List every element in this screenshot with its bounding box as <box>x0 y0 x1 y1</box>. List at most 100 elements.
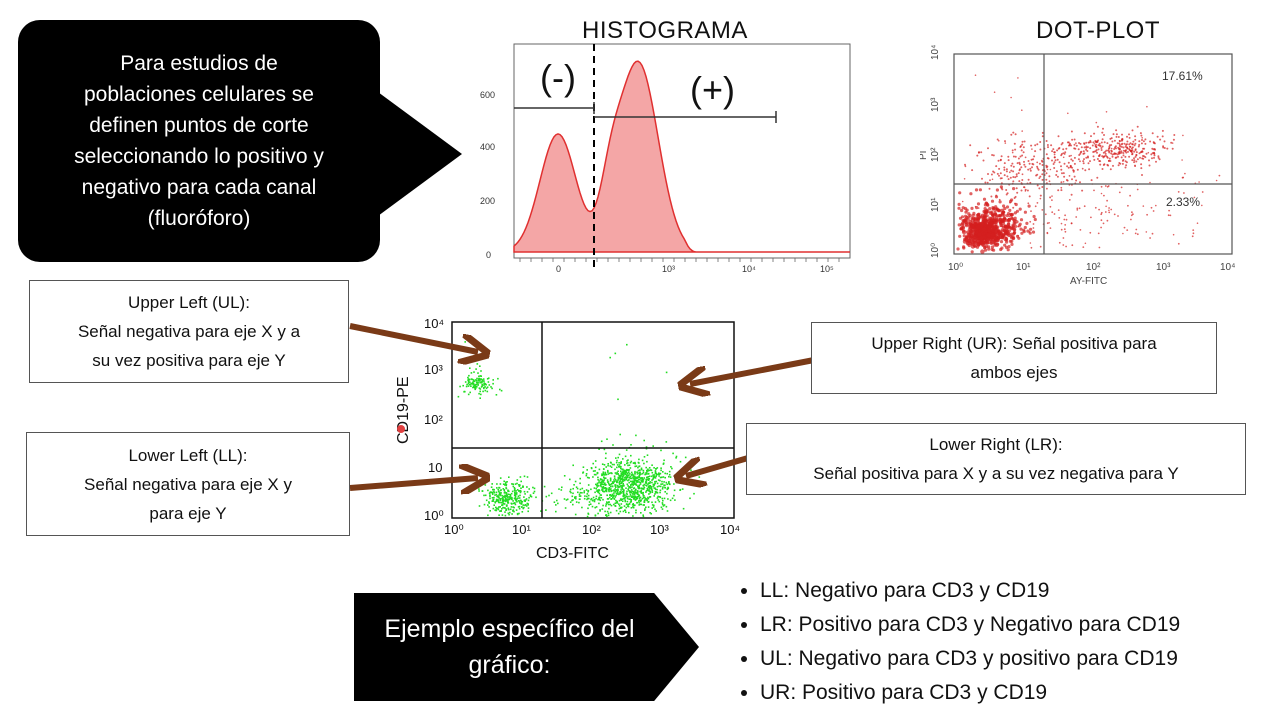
dotplot-point <box>1011 162 1014 165</box>
dotplot-point <box>1128 145 1131 148</box>
quadrant-point <box>680 477 683 479</box>
dotplot-point <box>979 215 983 219</box>
quadrant-point <box>650 469 653 472</box>
dotplot-point <box>969 144 972 147</box>
quadrant-point <box>651 488 653 491</box>
dotplot-point <box>967 215 971 219</box>
dotplot-point <box>1139 156 1141 159</box>
quadrant-point <box>594 491 596 494</box>
dotplot-point <box>1118 142 1121 145</box>
quadrant-point <box>515 499 517 501</box>
dotplot-point <box>1115 133 1118 136</box>
dotplot-point <box>1133 144 1136 147</box>
hist-x-tick: 10⁵ <box>820 264 834 274</box>
quadrant-point <box>575 496 577 498</box>
dotplot-point <box>1038 177 1041 180</box>
quadrant-point <box>610 466 613 468</box>
quadrant-point <box>608 490 610 493</box>
quadrant-point <box>651 491 654 493</box>
quadrant-point <box>677 478 679 481</box>
quadrant-point <box>638 501 640 504</box>
dotplot-point <box>1134 148 1137 151</box>
quadrant-point <box>499 477 502 479</box>
quadrant-point <box>652 474 654 476</box>
quadrant-point <box>574 480 577 483</box>
dotplot-point <box>1075 144 1078 147</box>
dotplot-point <box>1099 145 1102 147</box>
dotplot-point <box>1100 147 1103 149</box>
dotplot-point <box>1104 211 1107 213</box>
quadrant-point <box>663 504 666 506</box>
quadrant-point <box>467 385 470 387</box>
quadrant-point <box>649 485 651 487</box>
quadrant-point <box>633 497 636 500</box>
quadrant-point <box>628 511 630 514</box>
quadrant-point <box>621 468 623 470</box>
quadrant-point <box>601 481 604 483</box>
quadrant-point <box>626 496 629 498</box>
quadrant-point <box>636 490 639 492</box>
quadrant-point <box>508 508 510 511</box>
quadrant-point <box>572 464 574 467</box>
dotplot-point <box>1155 160 1157 163</box>
quadrant-point <box>497 500 499 502</box>
quadrant-point <box>618 465 620 468</box>
note-lower-right: Lower Right (LR): Señal positiva para X … <box>746 423 1246 495</box>
quadrant-point <box>615 461 618 464</box>
dot-y-tick: 10² <box>930 147 941 162</box>
quadrant-point <box>600 481 603 484</box>
quadrant-point <box>620 477 622 480</box>
quadrant-point <box>533 490 536 493</box>
quadrant-point <box>620 492 623 494</box>
dotplot-point <box>1100 141 1103 144</box>
dotplot-point <box>1061 172 1063 175</box>
quadrant-point <box>586 498 588 501</box>
quadrant-point <box>504 482 507 485</box>
quadrant-point <box>619 498 622 500</box>
quadrant-point <box>646 499 648 502</box>
quadrant-point <box>617 473 619 475</box>
dotplot-point <box>1064 224 1067 226</box>
quadrant-point <box>578 498 581 500</box>
quadrant-point <box>643 486 646 489</box>
quadrant-point <box>617 478 620 480</box>
quadrant-point <box>604 482 606 484</box>
quadrant-point <box>608 489 610 492</box>
quadrant-point <box>650 512 652 515</box>
dotplot-point <box>958 191 962 195</box>
quadrant-point <box>634 472 636 474</box>
note-upper-right: Upper Right (UR): Señal positiva para am… <box>811 322 1217 394</box>
dotplot-point <box>1031 166 1033 169</box>
quadrant-point <box>495 394 498 396</box>
quadrant-point <box>611 493 614 496</box>
quadrant-point <box>515 509 518 511</box>
quadrant-point <box>654 488 657 491</box>
quadrant-point <box>636 473 639 475</box>
quadrant-point <box>503 495 506 498</box>
quadrant-points <box>457 341 701 518</box>
quadrant-point <box>628 495 630 498</box>
dotplot-point <box>1031 230 1036 234</box>
dotplot-point <box>993 221 997 225</box>
dotplot-point <box>1116 142 1119 145</box>
quadrant-point <box>619 491 621 493</box>
quadrant-point <box>488 501 490 503</box>
dotplot-point <box>1012 206 1015 209</box>
quadrant-point <box>509 511 511 514</box>
quadrant-point <box>584 495 586 497</box>
dotplot-point <box>1120 186 1123 189</box>
quadrant-point <box>492 499 494 501</box>
quadrant-point <box>607 469 609 472</box>
dotplot-point <box>1044 213 1047 216</box>
quadrant-point <box>482 390 484 393</box>
dotplot-point <box>1120 150 1123 153</box>
dotplot-point <box>1003 224 1007 228</box>
dotplot-point <box>1148 159 1150 162</box>
quadrant-point <box>563 475 566 477</box>
quadrant-point <box>484 494 487 497</box>
quadrant-point <box>599 494 602 496</box>
dotplot-point <box>998 174 1000 177</box>
quadrant-point <box>615 457 617 459</box>
histogram-plot: (-) (+) 600 400 200 0 0 10³ 10⁴ 10⁵ <box>480 43 851 274</box>
quadrant-point <box>679 488 682 491</box>
